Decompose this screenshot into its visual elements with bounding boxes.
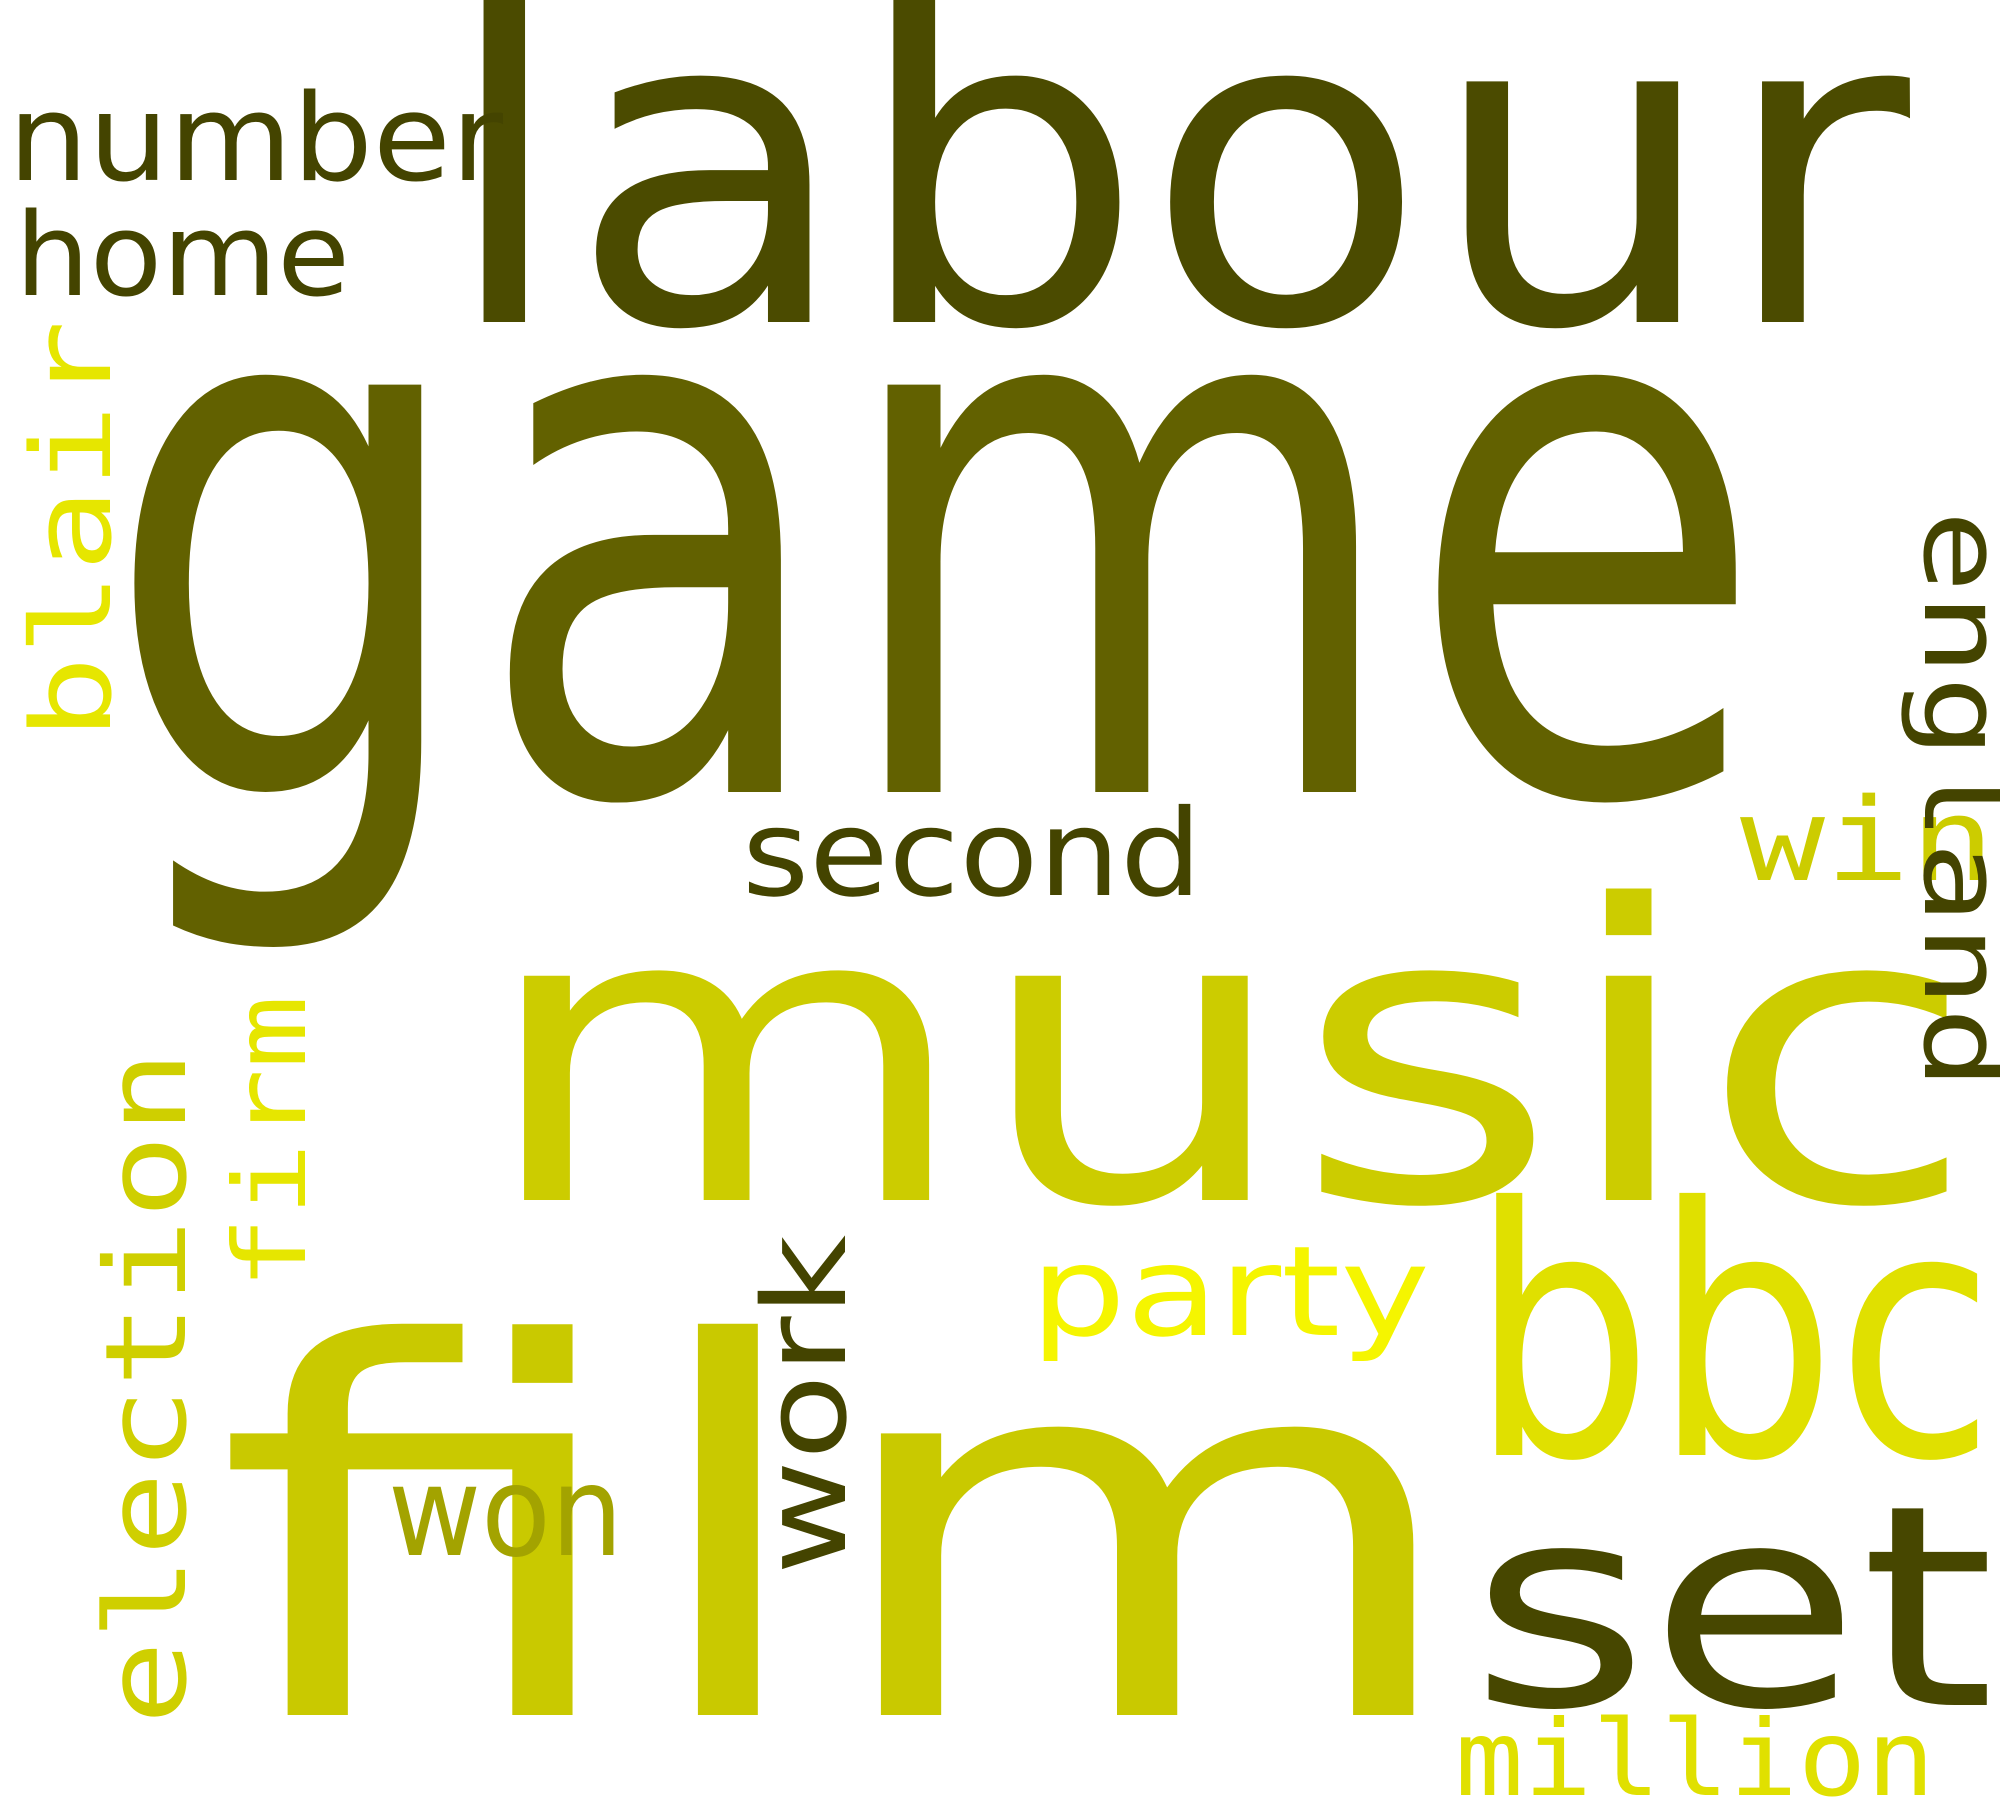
word-labour: labour — [440, 0, 1915, 426]
word-million: million — [1455, 1698, 1935, 1800]
word-party: party — [1030, 1220, 1430, 1365]
word-film: film — [215, 1238, 1470, 1800]
word-won: won — [388, 1440, 623, 1585]
word-home: home — [15, 189, 350, 323]
word-music: music — [478, 819, 1978, 1297]
word-win: win — [1740, 774, 1995, 908]
word-blair: blair — [8, 320, 136, 740]
word-game: game — [102, 100, 1767, 968]
word-bbc: bbc — [1470, 1136, 1995, 1537]
word-firm: firm — [212, 995, 329, 1290]
word-number: number — [8, 70, 504, 209]
word-set: set — [1470, 1446, 1995, 1772]
word-work: work — [739, 1235, 873, 1575]
word-election: election — [82, 1050, 212, 1725]
word-second: second — [742, 785, 1202, 924]
word-england: england — [1899, 510, 2000, 1090]
